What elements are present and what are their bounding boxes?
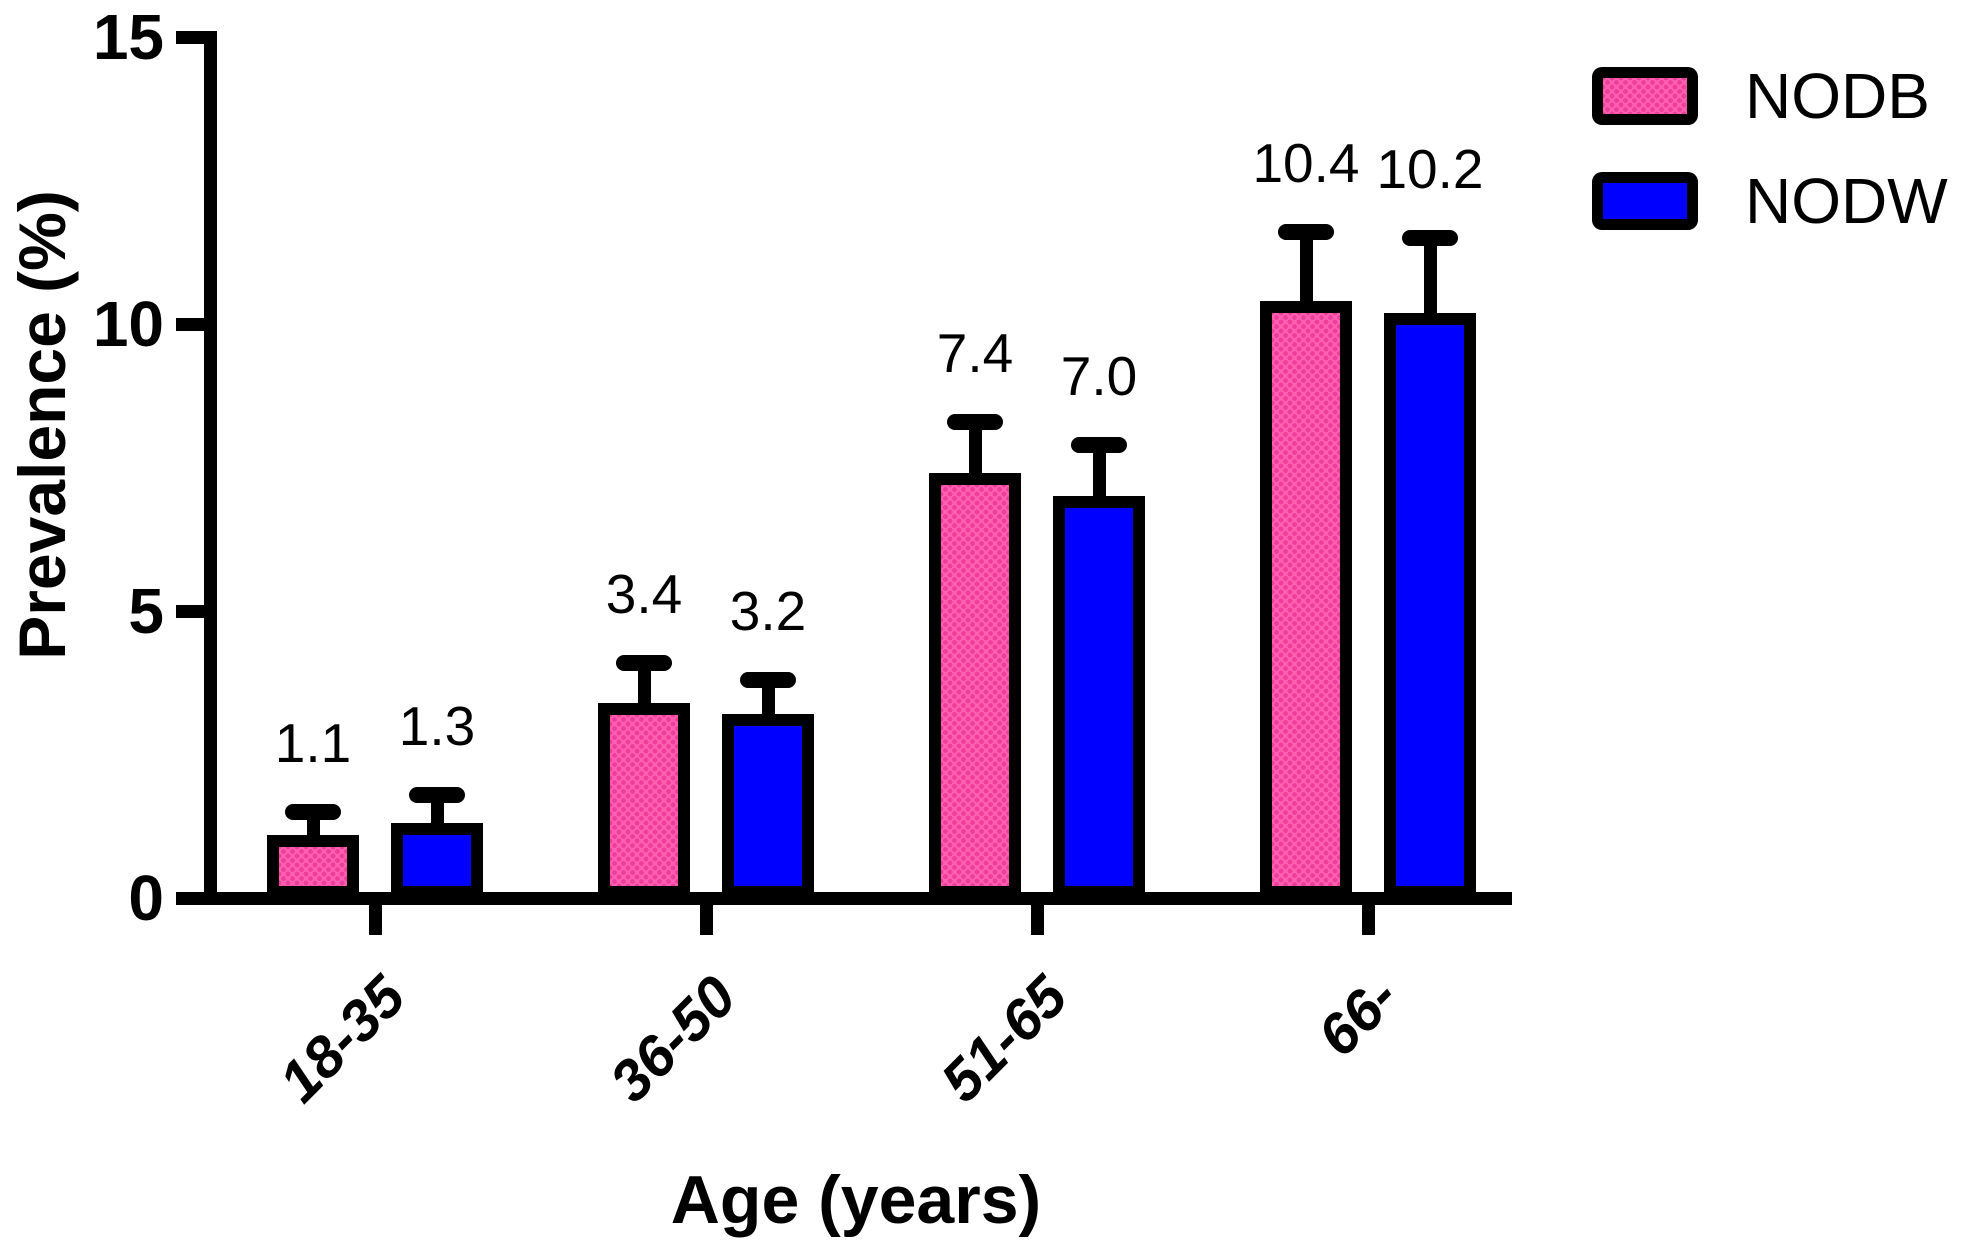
- error-bar-cap: [740, 672, 796, 688]
- y-tick-label: 10: [92, 288, 164, 360]
- error-bar-stem: [969, 422, 982, 482]
- bar-nodb-36-50: [598, 703, 690, 898]
- x-axis-tick: [1031, 905, 1044, 935]
- y-tick-label: 0: [128, 862, 164, 934]
- bar-value-label: 10.4: [1252, 132, 1360, 194]
- y-tick-label: 5: [128, 575, 164, 647]
- bar-nodw-66-: [1384, 313, 1476, 898]
- bar-nodw-36-50: [722, 714, 814, 898]
- bar-value-label: 10.2: [1376, 138, 1484, 200]
- bar-value-label: 1.3: [398, 695, 476, 757]
- error-bar-cap: [1402, 230, 1458, 246]
- bar-nodb-18-35: [267, 835, 359, 898]
- y-tick-label: 15: [92, 1, 164, 73]
- error-bar-cap: [616, 655, 672, 671]
- y-axis-tick: [176, 31, 210, 44]
- error-bar-stem: [431, 795, 444, 832]
- bar-nodw-51-65: [1053, 496, 1145, 898]
- y-axis-line: [204, 31, 217, 904]
- error-bar-cap: [947, 414, 1003, 430]
- error-bar-stem: [638, 663, 651, 711]
- bar-value-label: 3.4: [605, 563, 683, 625]
- legend-swatch-nodw-icon: [1592, 172, 1698, 230]
- bar-value-label: 3.2: [729, 580, 807, 642]
- y-axis-tick: [176, 605, 210, 618]
- error-bar-cap: [1071, 437, 1127, 453]
- legend-label-nodb: NODB: [1745, 60, 1930, 132]
- x-axis-tick: [369, 905, 382, 935]
- error-bar-cap: [285, 804, 341, 820]
- x-axis-tick: [1362, 905, 1375, 935]
- bar-nodb-66-: [1260, 301, 1352, 898]
- bar-value-label: 7.0: [1060, 345, 1138, 407]
- bar-nodb-51-65: [929, 473, 1021, 898]
- legend-item-nodw: NODW: [1592, 169, 1948, 233]
- x-tick-label-66-: 66-: [1305, 963, 1411, 1069]
- error-bar-stem: [762, 680, 775, 722]
- y-axis-tick: [176, 892, 210, 905]
- legend-swatch-nodb-icon: [1592, 67, 1698, 125]
- legend: NODB NODW: [1592, 64, 1948, 233]
- y-axis-tick: [176, 318, 210, 331]
- error-bar-cap: [1278, 224, 1334, 240]
- x-tick-label-18-35: 18-35: [266, 963, 418, 1115]
- bar-value-label: 7.4: [936, 322, 1014, 384]
- x-axis-line: [204, 892, 1512, 905]
- error-bar-stem: [1424, 238, 1437, 321]
- legend-item-nodb: NODB: [1592, 64, 1948, 128]
- error-bar-stem: [1093, 445, 1106, 505]
- error-bar-stem: [1300, 232, 1313, 309]
- legend-label-nodw: NODW: [1745, 165, 1948, 237]
- x-axis-tick: [700, 905, 713, 935]
- error-bar-cap: [409, 787, 465, 803]
- x-axis-title: Age (years): [670, 1162, 1042, 1238]
- bar-nodw-18-35: [391, 823, 483, 898]
- bar-value-label: 1.1: [274, 712, 352, 774]
